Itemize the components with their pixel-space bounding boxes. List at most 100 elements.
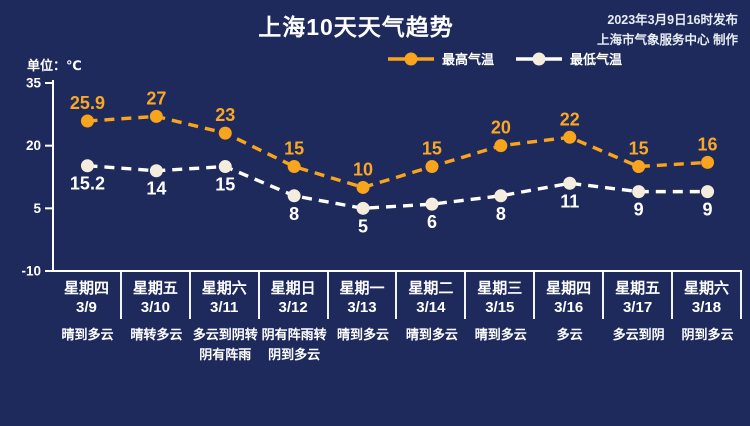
min-temp-marker [80, 159, 94, 173]
legend-item-max-temp: 最高气温 [388, 49, 494, 68]
weekday-label: 星期五 [615, 280, 661, 297]
weather-description: 多云到阴转 阴有阵雨 [191, 325, 260, 365]
min-temp-value-label: 14 [146, 179, 166, 199]
min-temp-marker [218, 160, 232, 174]
day-column: 星期六 3/11 多云到阴转 阴有阵雨 [191, 272, 260, 365]
day-header: 星期四 3/9 [53, 272, 122, 319]
max-temp-marker [287, 160, 301, 174]
weather-description: 晴到多云 [329, 325, 398, 345]
weekday-label: 星期四 [63, 280, 109, 297]
day-header: 星期六 3/11 [191, 272, 260, 319]
min-temp-line [87, 164, 708, 211]
date-label: 3/14 [416, 299, 446, 316]
min-temp-value-label: 8 [289, 204, 299, 224]
day-header: 星期五 3/17 [604, 272, 674, 319]
weather-line: 阴到多云 [681, 327, 734, 342]
day-column: 星期四 3/16 多云 [535, 272, 605, 365]
day-column: 星期二 3/14 晴到多云 [397, 272, 467, 365]
min-temp-marker [356, 201, 370, 215]
weather-line: 多云到阴转 [192, 327, 258, 342]
weather-description: 晴到多云 [53, 325, 122, 345]
date-label: 3/13 [347, 299, 377, 316]
weather-line: 多云 [556, 327, 583, 342]
min-temp-legend-marker-icon [516, 52, 563, 65]
day-header: 星期四 3/16 [535, 272, 605, 319]
max-temp-value-label: 15 [629, 139, 649, 159]
publish-author: 上海市气象服务中心 制作 [597, 33, 738, 47]
max-temp-marker [149, 109, 163, 123]
weather-line: 晴转多云 [130, 327, 183, 342]
weather-description: 晴转多云 [122, 325, 191, 345]
max-temp-value-label: 23 [215, 105, 235, 125]
weather-line: 晴到多云 [61, 327, 114, 342]
max-temp-marker [563, 130, 577, 144]
day-column: 星期六 3/18 阴到多云 [673, 272, 742, 365]
publish-info: 2023年3月9日16时发布 上海市气象服务中心 制作 [597, 10, 738, 50]
min-temp-value-label: 11 [560, 191, 579, 211]
weather-line: 晴到多云 [337, 327, 390, 342]
day-column: 星期三 3/15 晴到多云 [466, 272, 536, 365]
day-header: 星期一 3/13 [329, 272, 398, 319]
max-temp-marker [494, 139, 508, 153]
day-header: 星期二 3/14 [397, 272, 467, 319]
legend: 最高气温 最低气温 [388, 49, 622, 68]
max-temp-marker [632, 160, 646, 174]
min-temp-marker [632, 185, 646, 199]
day-header: 星期三 3/15 [466, 272, 536, 319]
max-temp-marker [701, 155, 715, 169]
weather-description: 多云 [535, 325, 604, 345]
weekday-label: 星期四 [546, 280, 592, 297]
weather-line: 晴到多云 [405, 327, 458, 342]
max-temp-value-label: 27 [146, 88, 166, 108]
weekday-label: 星期三 [477, 280, 523, 297]
date-label: 3/18 [691, 299, 722, 316]
date-label: 3/11 [210, 299, 239, 316]
weather-line: 阴到多云 [268, 347, 321, 362]
min-temp-value-label: 9 [703, 200, 713, 220]
max-temp-marker [80, 114, 94, 128]
min-temp-value-label: 8 [496, 204, 506, 224]
max-temp-value-label: 16 [698, 134, 718, 154]
min-temp-marker [563, 176, 577, 190]
page-title: 上海10天天气趋势 [258, 14, 454, 40]
weather-line: 多云到阴 [612, 327, 665, 342]
date-label: 3/16 [554, 299, 584, 316]
weather-line: 晴到多云 [474, 327, 527, 342]
max-temp-value-label: 10 [353, 159, 373, 179]
unit-label: 单位：℃ [27, 58, 82, 73]
min-temp-marker [425, 197, 439, 211]
legend-item-min-temp: 最低气温 [516, 49, 622, 68]
max-temp-value-label: 20 [491, 118, 511, 138]
day-header: 星期日 3/12 [260, 272, 329, 319]
day-header: 星期六 3/18 [673, 272, 742, 319]
day-column: 星期五 3/17 多云到阴 [604, 272, 674, 365]
date-label: 3/10 [140, 299, 170, 316]
weekday-label: 星期日 [270, 280, 316, 297]
min-temp-value-label: 15.2 [70, 174, 105, 194]
weather-description: 多云到阴 [604, 325, 673, 345]
publish-date: 2023年3月9日16时发布 [607, 13, 738, 27]
max-temp-marker [218, 126, 232, 140]
day-column: 星期日 3/12 阴有阵雨转阴到多云 [260, 272, 329, 365]
min-temp-marker [287, 189, 301, 203]
date-label: 3/12 [278, 299, 308, 316]
weather-line: 阴有阵雨转 [261, 327, 327, 342]
day-column: 星期四 3/9 晴到多云 [53, 272, 122, 365]
weather-description: 晴到多云 [397, 325, 466, 345]
max-temp-value-label: 22 [560, 109, 580, 129]
max-temp-value-label: 25.9 [70, 93, 105, 113]
min-temp-marker [149, 164, 163, 178]
weather-description: 阴有阵雨转 阴到多云 [260, 325, 329, 365]
min-temp-value-label: 15 [215, 175, 235, 195]
weekday-label: 星期六 [683, 280, 729, 297]
legend-label: 最低气温 [570, 52, 623, 67]
max-temp-legend-marker-icon [388, 52, 434, 65]
y-axis-tick-label: 20 [26, 138, 41, 153]
weekday-label: 星期六 [201, 280, 247, 297]
day-column: 星期五 3/10 晴转多云 [122, 272, 191, 365]
min-temp-value-label: 9 [634, 200, 644, 220]
date-label: 3/17 [622, 299, 653, 316]
day-column: 星期一 3/13 晴到多云 [329, 272, 398, 365]
